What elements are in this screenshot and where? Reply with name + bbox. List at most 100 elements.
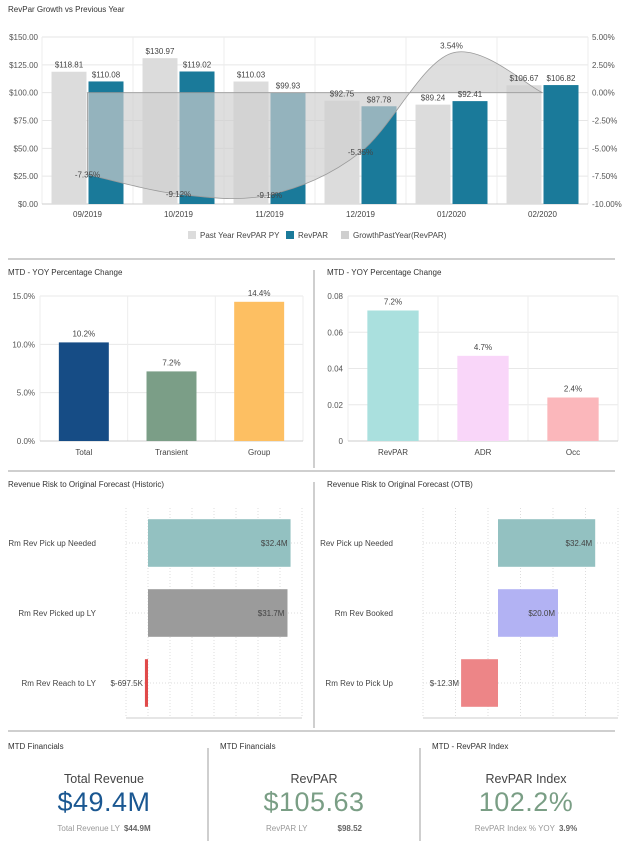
- kpi-title: RevPAR: [290, 772, 338, 786]
- divider: [8, 258, 615, 260]
- kpi-sub-label: RevPAR LY: [266, 824, 308, 833]
- bar: [146, 371, 197, 441]
- y-tick-label: $50.00: [14, 144, 39, 153]
- bar-past-year: [51, 71, 87, 204]
- divider: [419, 748, 421, 841]
- kpi-section-title: MTD Financials: [220, 742, 276, 751]
- data-label-revpar: $92.41: [458, 90, 483, 99]
- bar: [234, 301, 285, 441]
- data-label: 10.2%: [72, 329, 95, 338]
- mtd-yoy-chart-segments: 0.0% 5.0% 10.0% 15.0% 10.2% Total 7.2% Transien…: [12, 289, 304, 457]
- data-label: 7.2%: [384, 298, 402, 307]
- chart-title-risk-historic: Revenue Risk to Original Forecast (Histo…: [8, 480, 165, 489]
- kpi-value: $49.4M: [57, 787, 151, 817]
- x-tick-label: 10/2019: [164, 210, 193, 219]
- legend-label: RevPAR: [298, 231, 328, 240]
- x-tick-label: Transient: [155, 448, 189, 457]
- y-tick-label: 15.0%: [12, 292, 35, 301]
- y2-tick-label: -7.50%: [592, 172, 617, 181]
- y2-tick-label: 0.00%: [592, 89, 615, 98]
- chart-title-mtd-yoy-right: MTD - YOY Percentage Change: [327, 268, 442, 277]
- data-label-past-year: $106.67: [510, 74, 539, 83]
- data-label-past-year: $118.81: [55, 61, 84, 70]
- data-label-growth: 3.54%: [440, 41, 463, 50]
- data-label: $31.7M: [258, 609, 285, 618]
- data-label-growth: -9.18%: [257, 191, 282, 200]
- x-tick-label: 02/2020: [528, 210, 557, 219]
- bar: [547, 397, 599, 441]
- data-label: 7.2%: [162, 358, 180, 367]
- y-tick-label: 0.0%: [17, 437, 35, 446]
- data-label-past-year: $110.03: [237, 70, 266, 79]
- kpi-value: 102.2%: [478, 787, 574, 817]
- revpar-growth-chart: $0.00 $25.00 $50.00 $75.00 $100.00 $125.00 $15…: [9, 33, 622, 240]
- data-label-growth: -5.35%: [348, 148, 373, 157]
- x-tick-label: 12/2019: [346, 210, 375, 219]
- y2-tick-label: -2.50%: [592, 117, 617, 126]
- bar-revpar: [452, 101, 488, 204]
- data-label-past-year: $130.97: [146, 47, 175, 56]
- legend-swatch: [286, 231, 294, 239]
- kpi-title: RevPAR Index: [485, 772, 567, 786]
- data-label-revpar: $99.93: [276, 82, 301, 91]
- kpi-sub-value: 3.9%: [558, 824, 578, 833]
- x-tick-label: 11/2019: [255, 210, 284, 219]
- data-label-revpar: $119.02: [183, 60, 212, 69]
- data-label: $-697.5K: [110, 679, 143, 688]
- y-tick-label: 0.08: [327, 292, 343, 301]
- y-category-label: Rm Rev to Pick Up: [325, 679, 393, 688]
- data-label: 4.7%: [474, 343, 492, 352]
- bar: [367, 310, 419, 441]
- kpi-value: $105.63: [263, 787, 365, 817]
- data-label-past-year: $89.24: [421, 94, 446, 103]
- y-tick-label: $150.00: [9, 33, 38, 42]
- data-label-revpar: $106.82: [547, 74, 576, 83]
- chart-title-mtd-yoy-left: MTD - YOY Percentage Change: [8, 268, 123, 277]
- kpi-sub: RevPAR Index % YOY 3.9%: [426, 824, 626, 833]
- mtd-yoy-chart-metrics: 0 0.02 0.04 0.06 0.08 7.2% RevPAR 4.7% ADR 2.4% Oc…: [327, 292, 619, 457]
- y-tick-label: 10.0%: [12, 340, 35, 349]
- y2-tick-label: 5.00%: [592, 33, 615, 42]
- data-label: $32.4M: [261, 539, 288, 548]
- y-tick-label: $100.00: [9, 89, 38, 98]
- y-tick-label: 5.0%: [17, 389, 35, 398]
- legend-swatch: [188, 231, 196, 239]
- y-tick-label: 0.06: [327, 328, 343, 337]
- revenue-risk-historic-chart: $32.4M Rm Rev Pick up Needed $31.7M Rm Rev …: [8, 508, 303, 719]
- divider: [313, 270, 315, 468]
- data-label-past-year: $92.75: [330, 90, 355, 99]
- legend-label: Past Year RevPAR PY: [200, 231, 280, 240]
- bar: [148, 519, 291, 567]
- data-label-revpar: $87.78: [367, 95, 392, 104]
- kpi-sub: Total Revenue LY $44.9M: [4, 824, 204, 833]
- y-category-label: Rm Rev Picked up LY: [18, 609, 96, 618]
- bar: [457, 355, 509, 441]
- bar: [498, 519, 596, 567]
- bar: [148, 589, 288, 637]
- data-label: $32.4M: [566, 539, 593, 548]
- x-tick-label: Group: [248, 448, 271, 457]
- legend-label: GrowthPastYear(RevPAR): [353, 231, 447, 240]
- bar: [461, 659, 498, 707]
- data-label: 2.4%: [564, 385, 582, 394]
- y-tick-label: $75.00: [14, 117, 39, 126]
- kpi-sub-label: Total Revenue LY: [57, 824, 120, 833]
- x-tick-label: 09/2019: [73, 210, 102, 219]
- x-tick-label: 01/2020: [437, 210, 466, 219]
- bar-past-year: [415, 104, 451, 204]
- divider: [207, 748, 209, 841]
- y2-tick-label: -5.00%: [592, 144, 617, 153]
- kpi-sub-label: RevPAR Index % YOY: [474, 824, 555, 833]
- bar-revpar: [543, 85, 579, 204]
- data-label: 14.4%: [248, 289, 271, 298]
- data-label: $20.0M: [528, 609, 555, 618]
- kpi-section-title: MTD - RevPAR Index: [432, 742, 509, 751]
- kpi-title: Total Revenue: [64, 772, 144, 786]
- bar: [58, 342, 109, 441]
- y-tick-label: 0.04: [327, 365, 343, 374]
- y2-tick-label: -10.00%: [592, 200, 622, 209]
- bar: [498, 589, 558, 637]
- data-label-growth: -7.35%: [75, 170, 100, 179]
- divider: [313, 482, 315, 728]
- data-label-revpar: $110.08: [92, 70, 121, 79]
